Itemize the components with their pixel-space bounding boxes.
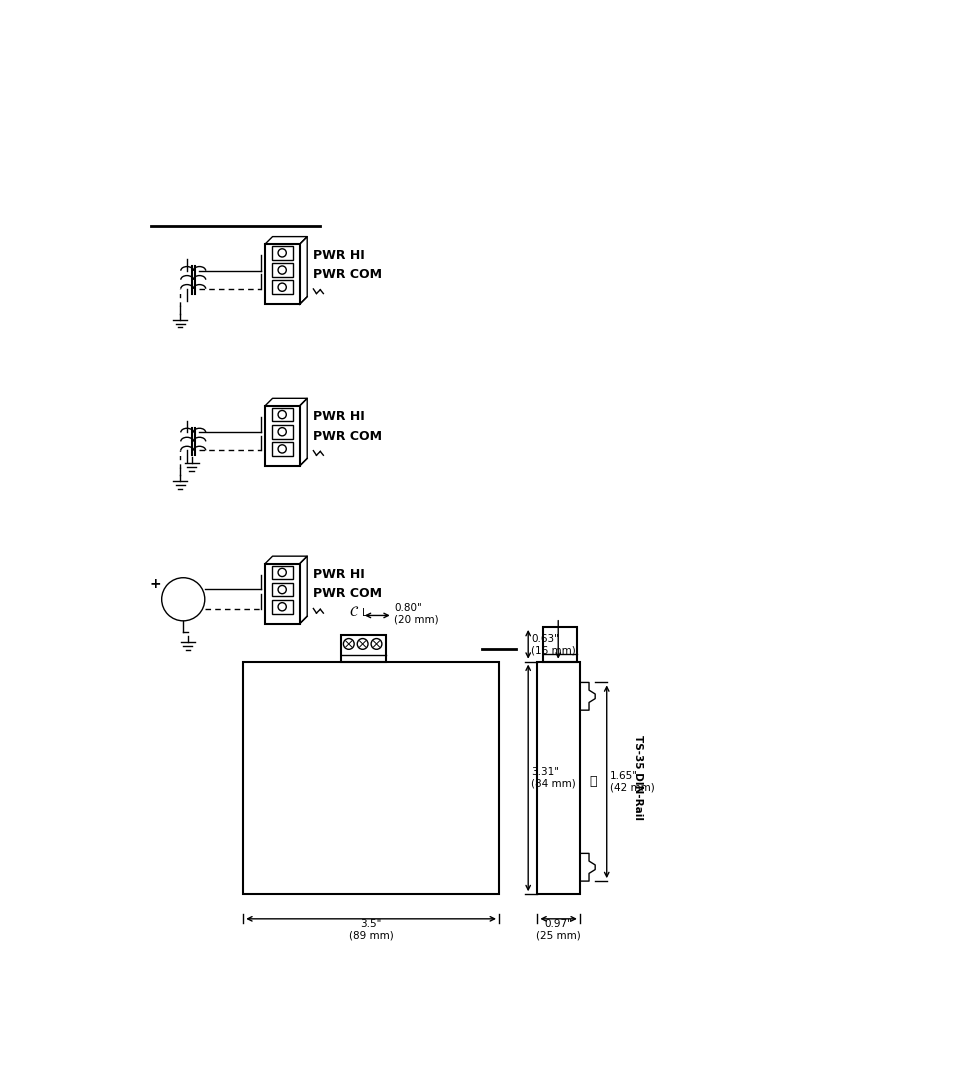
- Text: 1.65"
(42 mm): 1.65" (42 mm): [609, 771, 654, 793]
- Text: L: L: [361, 608, 367, 618]
- Bar: [272, 566, 293, 579]
- Text: 0.63"
(16 mm): 0.63" (16 mm): [531, 634, 576, 655]
- Bar: [243, 662, 498, 894]
- Bar: [272, 281, 293, 294]
- Bar: [265, 407, 299, 466]
- Text: PWR COM: PWR COM: [313, 588, 382, 601]
- Text: 0.80"
(20 mm): 0.80" (20 mm): [394, 603, 438, 624]
- Text: PWR HI: PWR HI: [313, 411, 365, 424]
- Bar: [272, 264, 293, 277]
- Text: $\mathcal{C}$: $\mathcal{C}$: [349, 605, 359, 619]
- Bar: [542, 627, 577, 662]
- Bar: [265, 563, 299, 624]
- Text: PWR HI: PWR HI: [313, 249, 365, 261]
- Bar: [265, 244, 299, 304]
- Bar: [272, 600, 293, 614]
- Text: 3.5"
(89 mm): 3.5" (89 mm): [349, 919, 393, 940]
- Text: PWR HI: PWR HI: [313, 568, 365, 582]
- Bar: [537, 662, 579, 894]
- Bar: [341, 635, 385, 662]
- Text: PWR COM: PWR COM: [313, 430, 382, 443]
- Bar: [272, 408, 293, 421]
- Text: 3.31"
(84 mm): 3.31" (84 mm): [531, 767, 576, 789]
- Bar: [272, 246, 293, 259]
- Bar: [272, 425, 293, 439]
- Text: PWR COM: PWR COM: [313, 268, 382, 281]
- Bar: [272, 442, 293, 456]
- Text: +: +: [150, 577, 161, 591]
- Text: 0.97"
(25 mm): 0.97" (25 mm): [536, 919, 580, 940]
- Bar: [272, 583, 293, 596]
- Text: TS-35 DIN-Rail: TS-35 DIN-Rail: [632, 735, 642, 821]
- Text: ⏚: ⏚: [589, 776, 596, 789]
